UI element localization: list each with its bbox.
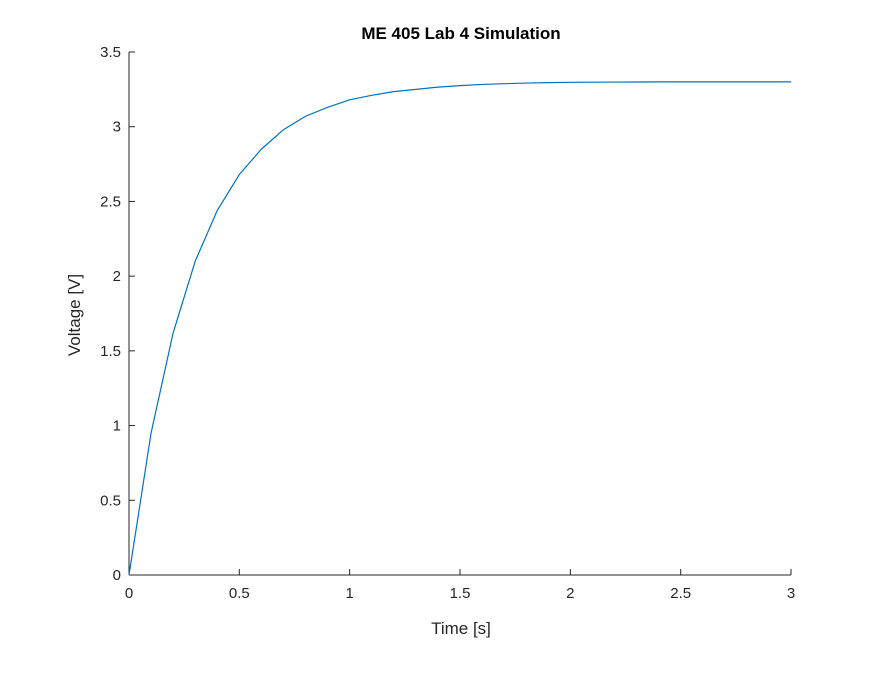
plot-area: 0 0.5 1 1.5 2 2.5 3 0 0.5 1 1.5 2 2.5 3 3.5 [100, 44, 795, 602]
chart-title: ME 405 Lab 4 Simulation [361, 24, 560, 43]
y-tick-label: 2 [113, 268, 121, 285]
x-tick-label: 1.5 [450, 585, 471, 602]
y-axis-label: Voltage [V] [65, 274, 84, 356]
y-tick-label: 1 [113, 418, 121, 435]
x-axis-label: Time [s] [431, 619, 491, 638]
series-line [128, 81, 791, 576]
x-tick-label: 3 [787, 585, 795, 602]
x-tick-label: 0 [125, 585, 133, 602]
y-tick-label: 0.5 [100, 492, 121, 509]
y-tick-label: 3 [113, 119, 121, 136]
x-tick-label: 1 [345, 585, 353, 602]
x-tick-label: 0.5 [229, 585, 250, 602]
x-tick-label: 2.5 [670, 585, 691, 602]
y-tick-label: 0 [113, 567, 121, 584]
x-tick-label: 2 [566, 585, 574, 602]
y-tick-label: 3.5 [100, 44, 121, 61]
y-tick-label: 2.5 [100, 193, 121, 210]
y-tick-label: 1.5 [100, 343, 121, 360]
